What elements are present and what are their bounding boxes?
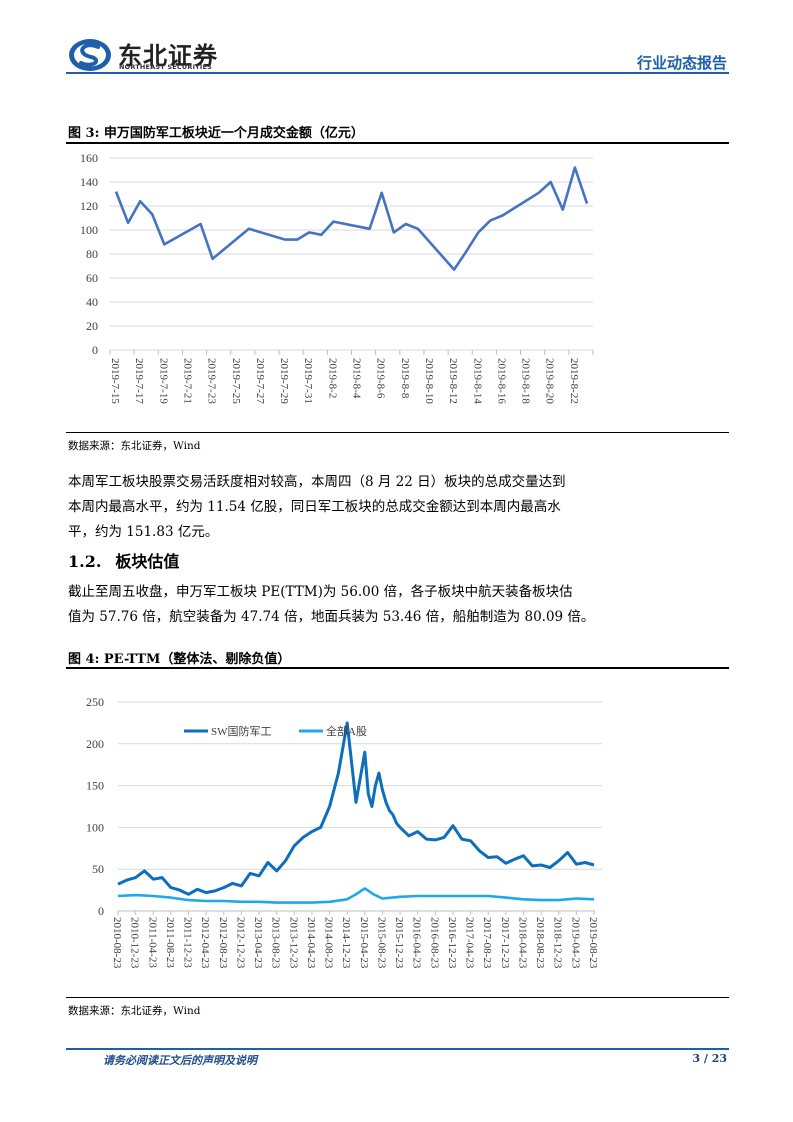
svg-text:2019-7-29: 2019-7-29 (278, 358, 290, 404)
svg-text:2019-7-27: 2019-7-27 (254, 358, 266, 404)
logo-subtitle: NORTHEAST SECURITIES (119, 63, 212, 71)
svg-text:2019-8-14: 2019-8-14 (471, 358, 483, 404)
svg-text:2019-7-23: 2019-7-23 (206, 358, 218, 404)
weekly-activity-paragraph: 本周军工板块股票交易活跃度相对较高，本周四（8 月 22 日）板块的总成交量达到… (68, 470, 668, 545)
header-divider (66, 72, 729, 74)
paragraph-line: 截止至周五收盘，申万军工板块 PE(TTM)为 56.00 倍，各子板块中航天装… (68, 584, 573, 600)
svg-text:2019-8-10: 2019-8-10 (423, 358, 435, 404)
svg-text:2013-08-23: 2013-08-23 (270, 917, 282, 969)
page-number: 3 / 23 (692, 1052, 727, 1065)
svg-text:2019-08-23: 2019-08-23 (587, 917, 599, 969)
figure-3-bottom-rule (66, 432, 729, 434)
svg-text:2019-8-16: 2019-8-16 (495, 358, 507, 404)
svg-text:全部A股: 全部A股 (326, 724, 367, 738)
figure-3-top-rule (66, 142, 729, 144)
svg-text:100: 100 (86, 820, 104, 834)
paragraph-line: 值为 57.76 倍，航空装备为 47.74 倍，地面兵装为 53.46 倍，船… (68, 609, 595, 625)
svg-text:2019-8-22: 2019-8-22 (568, 358, 580, 404)
svg-text:160: 160 (80, 151, 98, 165)
svg-text:120: 120 (80, 199, 98, 213)
footer-divider (66, 1048, 729, 1050)
svg-text:2019-8-2: 2019-8-2 (326, 358, 338, 398)
svg-text:0: 0 (92, 343, 98, 357)
svg-text:60: 60 (86, 271, 98, 285)
svg-text:2012-12-23: 2012-12-23 (234, 917, 246, 969)
svg-text:2019-7-21: 2019-7-21 (181, 358, 193, 404)
svg-text:2019-8-8: 2019-8-8 (399, 358, 411, 399)
svg-text:2017-08-23: 2017-08-23 (481, 917, 493, 969)
disclaimer-note: 请务必阅读正文后的声明及说明 (103, 1054, 257, 1067)
section-heading: 1.2. 板块估值 (68, 548, 179, 572)
svg-text:40: 40 (86, 295, 98, 309)
svg-text:2010-08-23: 2010-08-23 (111, 917, 123, 969)
svg-text:2019-7-15: 2019-7-15 (109, 358, 121, 404)
svg-text:50: 50 (92, 862, 104, 876)
svg-text:2019-7-17: 2019-7-17 (133, 358, 145, 404)
svg-text:2012-04-23: 2012-04-23 (199, 917, 211, 969)
svg-text:2014-04-23: 2014-04-23 (305, 917, 317, 969)
svg-text:2018-08-23: 2018-08-23 (534, 917, 546, 969)
svg-text:2011-08-23: 2011-08-23 (164, 917, 176, 968)
svg-text:2019-8-12: 2019-8-12 (447, 358, 459, 404)
figure-4-source: 数据来源：东北证券，Wind (68, 1005, 201, 1017)
svg-text:2017-12-23: 2017-12-23 (499, 917, 511, 969)
paragraph-line: 本周军工板块股票交易活跃度相对较高，本周四（8 月 22 日）板块的总成交量达到 (68, 474, 566, 490)
svg-text:2017-04-23: 2017-04-23 (464, 917, 476, 969)
svg-text:2019-7-19: 2019-7-19 (157, 358, 169, 404)
paragraph-line: 平，约为 151.83 亿元。 (68, 524, 219, 540)
svg-text:2019-8-6: 2019-8-6 (375, 358, 387, 399)
valuation-paragraph: 截止至周五收盘，申万军工板块 PE(TTM)为 56.00 倍，各子板块中航天装… (68, 580, 668, 630)
svg-text:2019-8-20: 2019-8-20 (544, 358, 556, 404)
svg-text:100: 100 (80, 223, 98, 237)
svg-text:2011-12-23: 2011-12-23 (182, 917, 194, 968)
svg-text:2016-12-23: 2016-12-23 (446, 917, 458, 969)
svg-text:2013-12-23: 2013-12-23 (287, 917, 299, 969)
svg-text:2019-7-25: 2019-7-25 (230, 358, 242, 404)
svg-text:2015-04-23: 2015-04-23 (358, 917, 370, 969)
svg-text:2012-08-23: 2012-08-23 (217, 917, 229, 969)
svg-text:2018-12-23: 2018-12-23 (552, 917, 564, 969)
figure-3-source: 数据来源：东北证券，Wind (68, 440, 201, 452)
svg-text:2015-08-23: 2015-08-23 (375, 917, 387, 969)
svg-text:2019-8-18: 2019-8-18 (520, 358, 532, 404)
svg-text:2015-12-23: 2015-12-23 (393, 917, 405, 969)
paragraph-line: 本周内最高水平，约为 11.54 亿股，同日军工板块的总成交金额达到本周内最高水 (68, 499, 561, 515)
svg-text:0: 0 (98, 904, 104, 918)
figure-4-bottom-rule (66, 997, 729, 999)
svg-text:150: 150 (86, 779, 104, 793)
svg-text:2014-12-23: 2014-12-23 (340, 917, 352, 969)
svg-text:2019-7-31: 2019-7-31 (302, 358, 314, 404)
svg-text:2016-04-23: 2016-04-23 (411, 917, 423, 969)
figure-4-title: 图 4: PE-TTM（整体法、剔除负值） (68, 652, 291, 667)
svg-text:200: 200 (86, 737, 104, 751)
pe-ttm-line-chart: 0 50 100 150 200 250 2010-08-23 2010-12-23 2011-… (86, 695, 602, 969)
svg-text:2016-08-23: 2016-08-23 (428, 917, 440, 969)
svg-text:2010-12-23: 2010-12-23 (129, 917, 141, 969)
section-number: 1.2. (68, 552, 102, 571)
report-type-label: 行业动态报告 (636, 54, 727, 72)
svg-text:SW国防军工: SW国防军工 (211, 724, 272, 738)
svg-text:80: 80 (86, 247, 98, 261)
svg-text:20: 20 (86, 319, 98, 333)
svg-text:2011-04-23: 2011-04-23 (146, 917, 158, 968)
section-title: 板块估值 (115, 552, 180, 571)
logo-text: 东北证券 (118, 42, 218, 70)
turnover-line-chart: 0 20 40 60 80 100 120 140 160 2019-7-15 2019-7-17 2… (80, 151, 594, 404)
svg-text:2019-04-23: 2019-04-23 (569, 917, 581, 969)
svg-text:2014-08-23: 2014-08-23 (323, 917, 335, 969)
svg-text:2018-04-23: 2018-04-23 (516, 917, 528, 969)
svg-text:250: 250 (86, 695, 104, 709)
svg-text:140: 140 (80, 175, 98, 189)
logo-icon (69, 39, 111, 71)
figure-4-top-rule (66, 667, 729, 669)
svg-text:2013-04-23: 2013-04-23 (252, 917, 264, 969)
svg-text:2019-8-4: 2019-8-4 (351, 358, 363, 399)
figure-3-title: 图 3: 申万国防军工板块近一个月成交金额（亿元） (68, 126, 364, 141)
